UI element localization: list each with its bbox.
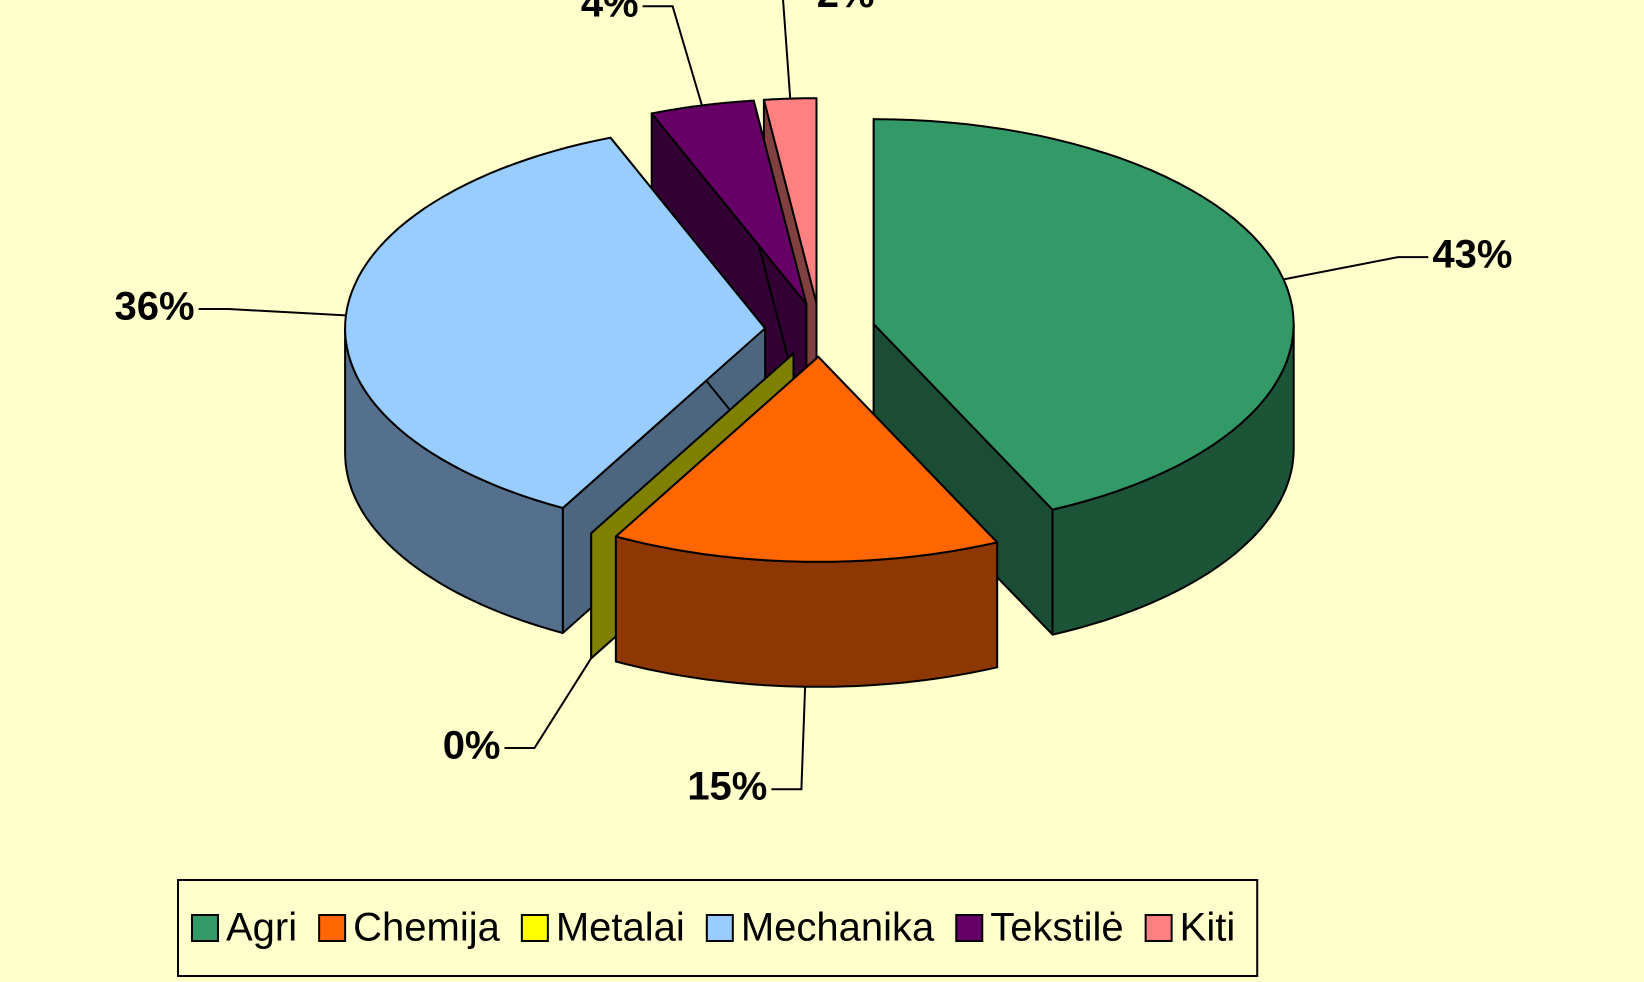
legend: Agri Chemija Metalai Mechanika Tekstilė Kiti bbox=[191, 906, 1236, 950]
legend-swatch bbox=[191, 914, 219, 942]
data-label: 43% bbox=[1432, 233, 1512, 277]
data-label: 36% bbox=[115, 285, 195, 329]
data-label: 2% bbox=[817, 0, 875, 16]
labels: 43% 15% 0% 36% 4% 2% bbox=[115, 0, 1512, 809]
legend-swatch bbox=[318, 914, 347, 942]
legend-label: Kiti bbox=[1180, 906, 1236, 950]
legend-label: Chemija bbox=[353, 906, 500, 950]
slice-top bbox=[614, 355, 999, 563]
leader-line bbox=[782, 0, 792, 99]
leader-line bbox=[1283, 256, 1429, 281]
data-label: 0% bbox=[443, 724, 501, 768]
leader-line bbox=[504, 657, 593, 749]
legend-label: Mechanika bbox=[741, 906, 935, 950]
legend-swatch bbox=[955, 914, 984, 942]
leader-line bbox=[198, 308, 346, 317]
legend-label: Tekstilė bbox=[990, 906, 1123, 950]
legend-swatch bbox=[520, 914, 549, 942]
data-label: 4% bbox=[581, 0, 639, 26]
legend-label: Agri bbox=[226, 906, 297, 950]
legend-swatch bbox=[1144, 914, 1173, 942]
leader-line bbox=[642, 5, 703, 106]
legend-label: Metalai bbox=[556, 906, 685, 950]
data-label: 15% bbox=[687, 765, 767, 809]
leader-line bbox=[771, 686, 807, 791]
legend-swatch bbox=[705, 914, 734, 942]
pie bbox=[344, 97, 1295, 688]
